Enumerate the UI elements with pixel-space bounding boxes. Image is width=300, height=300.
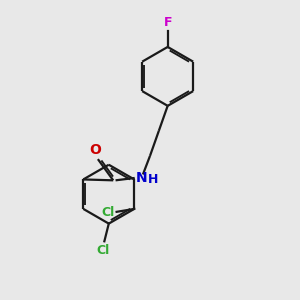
Text: O: O — [89, 143, 101, 157]
Text: Cl: Cl — [96, 244, 110, 256]
Text: H: H — [148, 173, 159, 186]
Text: Cl: Cl — [101, 206, 114, 219]
Text: N: N — [135, 171, 147, 185]
Text: F: F — [164, 16, 172, 29]
